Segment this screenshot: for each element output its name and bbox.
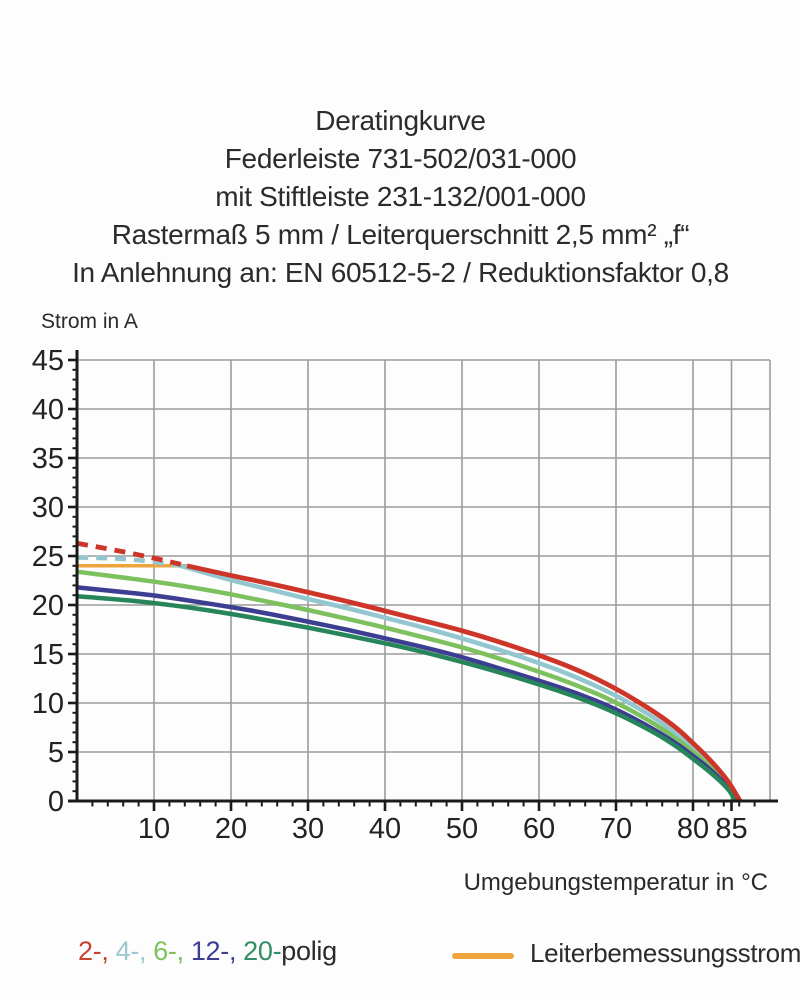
grid-lines xyxy=(77,359,771,801)
series-20-polig xyxy=(76,593,737,802)
y-tick-label: 45 xyxy=(32,345,64,377)
rated-current-line-swatch xyxy=(452,952,514,959)
title-line-1: Deratingkurve xyxy=(315,105,486,136)
y-tick-label: 35 xyxy=(32,443,64,475)
legend-pole-label: 2-, xyxy=(78,936,109,966)
y-tick-label: 10 xyxy=(32,688,64,720)
x-tick-label: 30 xyxy=(292,813,324,845)
y-tick-label: 40 xyxy=(32,394,64,426)
series-6-polig xyxy=(76,569,739,803)
series-2-polig xyxy=(186,563,743,803)
x-tick-label: 85 xyxy=(715,813,747,845)
y-tick-label: 5 xyxy=(48,737,64,769)
x-tick-label: 70 xyxy=(600,813,632,845)
x-tick-label: 20 xyxy=(215,813,247,845)
axis-tick-labels: 10 20 30 40 50 60 70 80 85 0 5 10 15 20 25 30 35 40 45 Umge… xyxy=(32,345,768,896)
series-4-polig-dashed xyxy=(76,555,182,569)
poles-legend: 2-, 4-, 6-, 12-, 20-polig xyxy=(78,936,337,967)
series-12-polig xyxy=(76,585,738,802)
legend-pole-label: 6-, xyxy=(153,936,184,966)
legend-poles-suffix: polig xyxy=(281,936,337,966)
y-tick-label: 0 xyxy=(48,786,64,818)
x-axis-label: Umgebungstemperatur in °C xyxy=(464,869,768,896)
y-axis-label: Strom in A xyxy=(41,310,138,333)
legend-pole-label: 12-, xyxy=(190,936,237,966)
x-tick-label: 10 xyxy=(138,813,170,845)
x-tick-label: 40 xyxy=(369,813,401,845)
title-line-3: mit Stiftleiste 231-132/001-000 xyxy=(215,181,586,212)
y-tick-label: 25 xyxy=(32,541,64,573)
y-tick-label: 15 xyxy=(32,639,64,671)
y-tick-label: 30 xyxy=(32,492,64,524)
legend-pole-label: 20- xyxy=(243,936,282,966)
title-line-4: Rastermaß 5 mm / Leiterquerschnitt 2,5 m… xyxy=(111,219,690,250)
y-tick-label: 20 xyxy=(32,590,64,622)
rated-current-label: Leiterbemessungsstrom xyxy=(530,938,801,968)
x-tick-label: 60 xyxy=(523,813,555,845)
x-tick-label: 50 xyxy=(446,813,478,845)
curve-series xyxy=(76,540,743,803)
axes xyxy=(68,350,778,803)
title-line-2: Federleiste 731-502/031-000 xyxy=(224,143,577,174)
series-2-polig-dashed xyxy=(76,540,188,569)
rated-current-legend: Leiterbemessungsstrom xyxy=(452,938,801,969)
x-tick-label: 80 xyxy=(677,813,709,845)
series-4-polig xyxy=(180,563,741,803)
chart-title-block: Deratingkurve Federleiste 731-502/031-00… xyxy=(0,102,801,292)
legend-pole-label: 4-, xyxy=(115,936,147,966)
title-line-5: In Anlehnung an: EN 60512-5-2 / Reduktio… xyxy=(72,257,729,288)
